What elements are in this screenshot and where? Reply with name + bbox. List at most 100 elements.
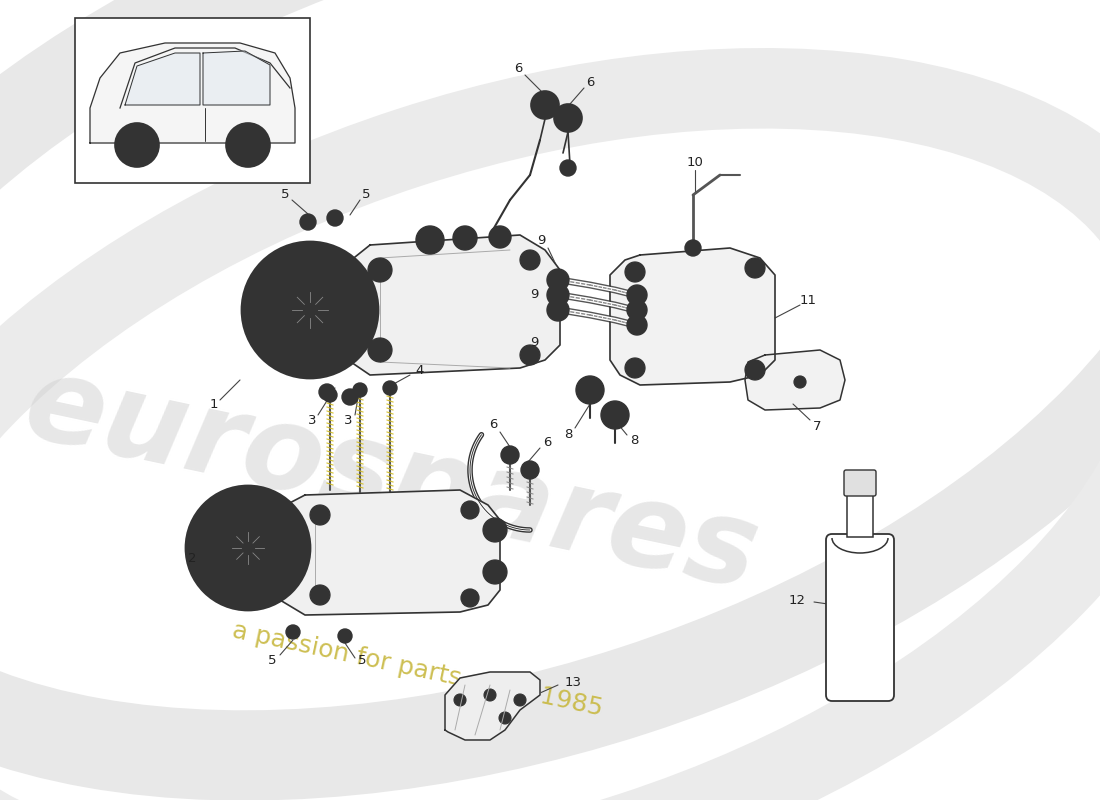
Circle shape (576, 376, 604, 404)
Circle shape (310, 585, 330, 605)
Polygon shape (345, 235, 560, 375)
Circle shape (538, 98, 552, 112)
Circle shape (547, 299, 569, 321)
Circle shape (210, 510, 286, 586)
Circle shape (353, 383, 367, 397)
Circle shape (553, 275, 563, 285)
Circle shape (521, 461, 539, 479)
Text: 12: 12 (789, 594, 806, 606)
Circle shape (627, 315, 647, 335)
Circle shape (601, 401, 629, 429)
Circle shape (323, 388, 337, 402)
Circle shape (453, 226, 477, 250)
Circle shape (327, 210, 343, 226)
Circle shape (416, 226, 444, 254)
Circle shape (338, 629, 352, 643)
Circle shape (627, 285, 647, 305)
Circle shape (499, 712, 512, 724)
Text: 3: 3 (308, 414, 317, 426)
Circle shape (547, 269, 569, 291)
Text: 7: 7 (813, 419, 822, 433)
Text: 10: 10 (686, 155, 703, 169)
Circle shape (484, 689, 496, 701)
Text: 8: 8 (630, 434, 638, 446)
Circle shape (198, 498, 298, 598)
Circle shape (584, 384, 596, 396)
Circle shape (794, 376, 806, 388)
Circle shape (520, 345, 540, 365)
Text: 5: 5 (267, 654, 276, 667)
Circle shape (685, 240, 701, 256)
Circle shape (268, 268, 352, 352)
Circle shape (186, 486, 310, 610)
Circle shape (632, 306, 641, 314)
Circle shape (751, 366, 759, 374)
Bar (847, 495, 873, 537)
Circle shape (751, 264, 759, 272)
Circle shape (232, 532, 264, 564)
Circle shape (632, 291, 641, 299)
Circle shape (226, 123, 270, 167)
Polygon shape (745, 350, 845, 410)
Circle shape (627, 300, 647, 320)
Circle shape (300, 214, 316, 230)
Text: 9: 9 (537, 234, 546, 246)
Circle shape (368, 338, 392, 362)
Text: 3: 3 (343, 414, 352, 426)
Text: 5: 5 (280, 187, 289, 201)
Circle shape (561, 111, 575, 125)
Polygon shape (204, 51, 270, 105)
Polygon shape (125, 53, 200, 105)
Circle shape (346, 394, 353, 400)
Text: 6: 6 (514, 62, 522, 74)
Circle shape (383, 381, 397, 395)
Text: 11: 11 (800, 294, 816, 306)
Polygon shape (280, 490, 500, 615)
FancyBboxPatch shape (826, 534, 894, 701)
Circle shape (310, 505, 330, 525)
Circle shape (241, 541, 255, 555)
Circle shape (124, 132, 151, 158)
Circle shape (560, 160, 576, 176)
Text: 9: 9 (530, 335, 538, 349)
Circle shape (520, 250, 540, 270)
Text: 1: 1 (210, 398, 218, 411)
Text: 5: 5 (362, 187, 371, 201)
Circle shape (286, 625, 300, 639)
Circle shape (332, 215, 338, 221)
FancyBboxPatch shape (844, 470, 876, 496)
Circle shape (625, 262, 645, 282)
Text: eurospares: eurospares (15, 346, 769, 614)
Text: 6: 6 (542, 435, 551, 449)
Circle shape (292, 292, 328, 328)
Circle shape (547, 284, 569, 306)
Circle shape (531, 91, 559, 119)
Circle shape (553, 290, 563, 300)
Circle shape (255, 255, 365, 365)
Circle shape (461, 501, 478, 519)
Circle shape (553, 305, 563, 315)
Text: 5: 5 (358, 654, 366, 667)
Circle shape (483, 560, 507, 584)
Circle shape (500, 446, 519, 464)
Circle shape (234, 132, 261, 158)
Text: a passion for parts since 1985: a passion for parts since 1985 (230, 619, 605, 721)
Circle shape (342, 633, 348, 639)
Circle shape (342, 389, 358, 405)
Circle shape (631, 364, 639, 372)
Polygon shape (446, 672, 540, 740)
Circle shape (483, 518, 507, 542)
Circle shape (242, 139, 253, 150)
Circle shape (290, 629, 296, 635)
Text: 9: 9 (530, 289, 538, 302)
Circle shape (116, 123, 160, 167)
Circle shape (242, 242, 378, 378)
Circle shape (454, 694, 466, 706)
Circle shape (319, 384, 336, 400)
Text: 13: 13 (565, 675, 582, 689)
Circle shape (490, 226, 512, 248)
Circle shape (609, 409, 622, 421)
Polygon shape (610, 248, 775, 385)
Circle shape (625, 358, 645, 378)
Circle shape (132, 139, 143, 150)
